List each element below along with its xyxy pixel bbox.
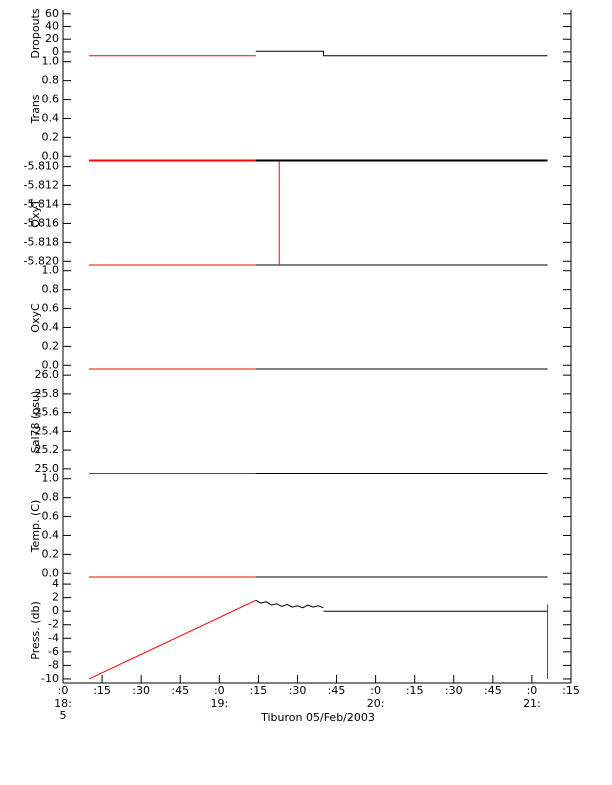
- y-tick-label: 25.8: [35, 387, 60, 400]
- x-tick-label: :45: [171, 684, 189, 697]
- hour-label: 20:: [367, 697, 385, 710]
- y-tick-label: -5.812: [24, 179, 59, 192]
- y-tick-label: 60: [45, 7, 59, 20]
- y-tick-label: 1.0: [42, 264, 60, 277]
- hour-label: 18:: [54, 697, 72, 710]
- y-tick-label: 0.4: [42, 320, 60, 333]
- y-tick-label: 0.8: [42, 491, 60, 504]
- day-label: 5: [60, 709, 67, 722]
- y-tick-label: 1.0: [42, 55, 60, 68]
- y-tick-label: 0.4: [42, 111, 60, 124]
- data-line: [88, 599, 256, 680]
- y-tick-label: -10: [41, 672, 59, 685]
- y-tick-label: -2: [48, 618, 59, 631]
- y-axis-title: OxyT: [29, 199, 42, 228]
- y-tick-label: 0.4: [42, 528, 60, 541]
- data-line: [255, 599, 324, 609]
- y-axis-title: Trans: [29, 94, 42, 124]
- y-tick-label: 4: [52, 577, 59, 590]
- y-tick-label: 25.2: [35, 443, 60, 456]
- y-tick-label: -8: [48, 658, 59, 671]
- x-tick-label: :30: [445, 684, 463, 697]
- y-tick-label: 0: [52, 604, 59, 617]
- x-tick-label: :15: [93, 684, 111, 697]
- y-axis-title: Press. (db): [29, 601, 42, 660]
- x-tick-label: :15: [406, 684, 424, 697]
- y-tick-label: -5.818: [24, 235, 59, 248]
- y-tick-label: 0.6: [42, 510, 60, 523]
- y-tick-label: 40: [45, 20, 59, 33]
- y-tick-label: 0.0: [42, 358, 60, 371]
- y-axis-title: Sal78 (psu): [29, 391, 42, 454]
- y-tick-label: 0.2: [42, 547, 60, 560]
- y-tick-label: 26.0: [35, 368, 60, 381]
- x-tick-label: :45: [328, 684, 346, 697]
- x-tick-label: :30: [132, 684, 150, 697]
- y-tick-label: 0: [52, 45, 59, 58]
- x-tick-label: :0: [370, 684, 381, 697]
- y-tick-label: 0.2: [42, 130, 60, 143]
- y-tick-label: -6: [48, 645, 59, 658]
- y-tick-label: 20: [45, 32, 59, 45]
- y-axis-title: Dropouts: [29, 8, 42, 58]
- y-tick-label: 25.0: [35, 462, 60, 475]
- y-axis-title: Temp. (C): [29, 500, 42, 554]
- y-tick-label: -5.816: [24, 216, 59, 229]
- x-tick-label: :15: [250, 684, 268, 697]
- y-tick-label: 0.8: [42, 283, 60, 296]
- y-tick-label: 0.6: [42, 302, 60, 315]
- x-tick-label: :0: [58, 684, 69, 697]
- y-axis-title: OxyC: [29, 303, 42, 333]
- x-tick-label: :0: [527, 684, 538, 697]
- x-axis-title: Tiburon 05/Feb/2003: [260, 711, 375, 724]
- y-tick-label: -5.810: [24, 160, 59, 173]
- y-tick-label: 25.6: [35, 406, 60, 419]
- x-tick-label: :15: [562, 684, 580, 697]
- y-tick-label: 2: [52, 591, 59, 604]
- y-tick-label: 1.0: [42, 472, 60, 485]
- y-tick-label: -5.820: [24, 254, 59, 267]
- hour-label: 19:: [210, 697, 228, 710]
- data-line: [255, 50, 548, 57]
- y-tick-label: 0.8: [42, 74, 60, 87]
- y-tick-label: 0.0: [42, 566, 60, 579]
- y-tick-label: 25.4: [35, 424, 60, 437]
- y-tick-label: 0.2: [42, 339, 60, 352]
- x-tick-label: :0: [214, 684, 225, 697]
- y-tick-label: -4: [48, 631, 59, 644]
- y-tick-label: -5.814: [24, 198, 59, 211]
- hour-label: 21:: [523, 697, 541, 710]
- x-tick-label: :45: [484, 684, 502, 697]
- y-tick-label: 0.6: [42, 93, 60, 106]
- x-tick-label: :30: [289, 684, 307, 697]
- y-tick-label: 0.0: [42, 149, 60, 162]
